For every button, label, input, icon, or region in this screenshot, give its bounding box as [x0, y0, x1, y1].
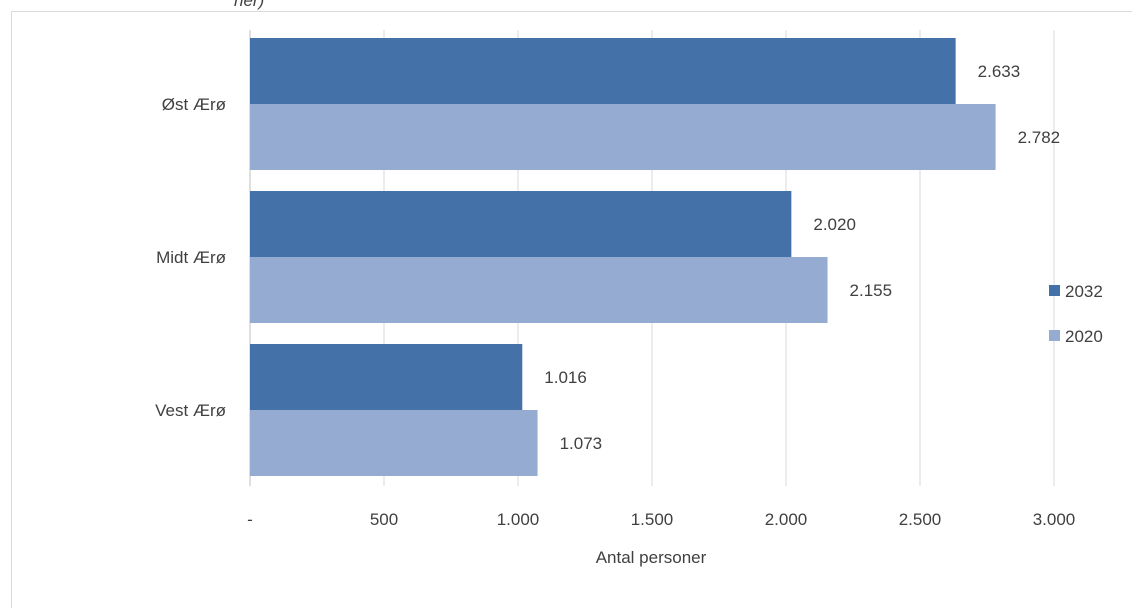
data-label: 1.016	[544, 368, 587, 387]
legend-label: 2020	[1065, 327, 1103, 346]
x-tick-label: 500	[370, 510, 398, 529]
category-label: Øst Ærø	[162, 95, 226, 114]
data-label: 2.782	[1018, 128, 1061, 147]
data-label: 1.073	[560, 434, 603, 453]
legend-label: 2032	[1065, 282, 1103, 301]
x-tick-label: -	[247, 510, 253, 529]
x-axis-label: Antal personer	[596, 548, 707, 567]
bar-2020	[250, 104, 996, 170]
legend-swatch-2020	[1049, 330, 1060, 341]
category-labels: Øst Ærø Midt Ærø Vest Ærø	[155, 95, 226, 420]
bar-2032	[250, 191, 792, 257]
x-tick-label: 1.000	[497, 510, 540, 529]
category-label: Vest Ærø	[155, 401, 226, 420]
bar-2032	[250, 344, 523, 410]
x-tick-label: 2.000	[765, 510, 808, 529]
chart-title-fragment: ner)	[232, 0, 267, 11]
bars: 2.633 2.782 2.020 2.155 1.016 1.073	[250, 38, 1060, 476]
x-tick-label: 2.500	[899, 510, 942, 529]
x-tick-labels: - 500 1.000 1.500 2.000 2.500 3.000	[247, 510, 1075, 529]
bar-2020	[250, 257, 828, 323]
data-label: 2.155	[850, 281, 893, 300]
chart-frame	[11, 11, 1132, 608]
data-label: 2.020	[813, 215, 856, 234]
x-tick-label: 3.000	[1033, 510, 1076, 529]
x-tick-label: 1.500	[631, 510, 674, 529]
bar-2032	[250, 38, 956, 104]
data-label: 2.633	[978, 62, 1021, 81]
category-label: Midt Ærø	[156, 248, 226, 267]
legend: 2032 2020	[1049, 282, 1103, 346]
legend-swatch-2032	[1049, 285, 1060, 296]
bar-2020	[250, 410, 538, 476]
